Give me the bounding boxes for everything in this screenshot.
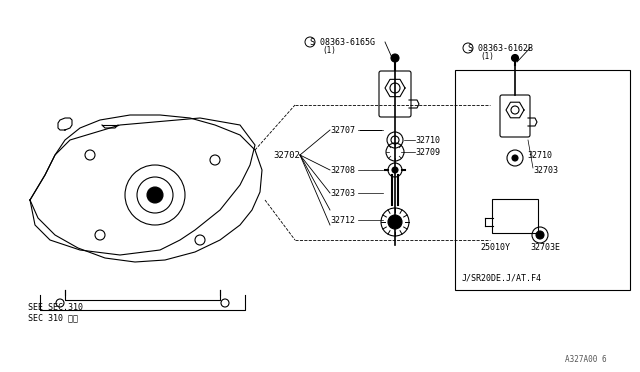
FancyBboxPatch shape (379, 71, 411, 117)
Text: SEC 310 参照: SEC 310 参照 (28, 314, 78, 323)
Text: (1): (1) (480, 51, 494, 61)
Text: A327A00 6: A327A00 6 (565, 356, 607, 365)
Circle shape (536, 231, 544, 239)
Text: 32703: 32703 (533, 166, 558, 174)
Text: 32703: 32703 (330, 189, 355, 198)
Text: 32703E: 32703E (530, 244, 560, 253)
Text: 32702: 32702 (273, 151, 300, 160)
FancyBboxPatch shape (492, 199, 538, 233)
Text: 32710: 32710 (527, 151, 552, 160)
Text: S 08363-6165G: S 08363-6165G (310, 38, 375, 46)
Text: 32710: 32710 (415, 135, 440, 144)
Circle shape (391, 54, 399, 62)
Text: 32712: 32712 (330, 215, 355, 224)
Text: SEE SEC.310: SEE SEC.310 (28, 304, 83, 312)
Circle shape (511, 55, 518, 61)
Text: 32707: 32707 (330, 125, 355, 135)
Text: 32709: 32709 (415, 148, 440, 157)
Bar (455, 70, 630, 290)
FancyBboxPatch shape (500, 95, 530, 137)
Text: 32708: 32708 (330, 166, 355, 174)
Text: S 08363-6162B: S 08363-6162B (468, 44, 533, 52)
Text: 25010Y: 25010Y (480, 244, 510, 253)
Circle shape (392, 167, 398, 173)
Circle shape (512, 155, 518, 161)
Text: (1): (1) (322, 45, 336, 55)
Text: J/SR20DE.J/AT.F4: J/SR20DE.J/AT.F4 (462, 273, 542, 282)
Circle shape (147, 187, 163, 203)
Circle shape (388, 215, 402, 229)
